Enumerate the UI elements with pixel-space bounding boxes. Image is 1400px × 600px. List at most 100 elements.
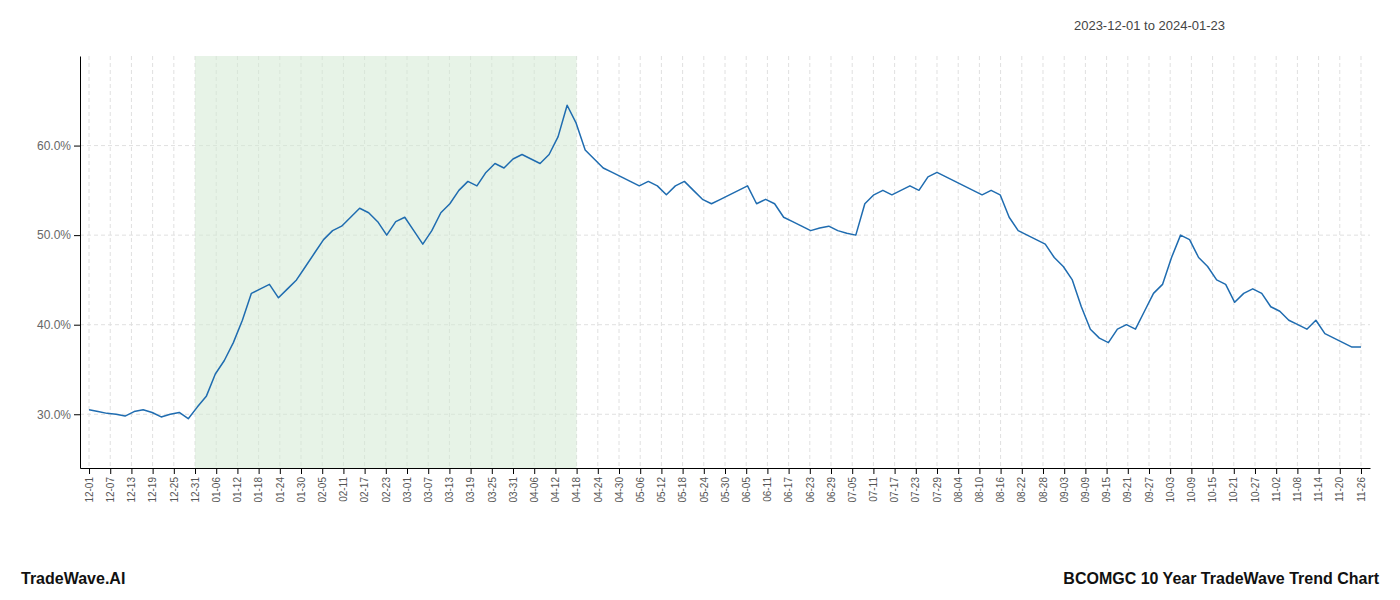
x-tick: 09-15 [1101,468,1112,503]
marks [89,56,1361,468]
x-tick-label: 11-14 [1313,477,1324,502]
x-tick-mark [280,468,281,474]
x-tick: 06-23 [804,468,815,503]
y-tick: 40.0% [37,318,80,332]
grid-line-x [110,56,111,468]
grid-line-x [767,56,768,468]
x-tick: 04-06 [529,468,540,503]
x-tick-mark [534,468,535,474]
x-tick-label: 01-06 [211,477,222,503]
grid-line-x [1339,56,1340,468]
title: BCOMGC 10 Year TradeWave Trend Chart [1063,570,1379,587]
y-tick-mark [74,146,80,147]
x-tick-mark [1191,468,1192,474]
grid-line-x [1212,56,1213,468]
x-axis: 12-0112-0712-1312-1912-2512-3101-0601-12… [81,468,1371,503]
grid-line-x [1360,56,1361,468]
x-tick-label: 07-29 [932,477,943,503]
x-tick-mark [704,468,705,474]
x-tick: 07-17 [889,468,900,503]
x-tick-mark [386,468,387,474]
chart: 12-0112-0712-1312-1912-2512-3101-0601-12… [0,0,1400,600]
y-tick-label: 60.0% [37,139,71,153]
x-tick-mark [619,468,620,474]
x-tick: 01-18 [253,468,264,503]
x-tick-label: 07-17 [889,477,900,503]
x-tick-label: 06-29 [826,477,837,503]
x-tick: 01-06 [211,468,222,503]
x-tick-mark [683,468,684,474]
grid-line-x [619,56,620,468]
x-tick-label: 03-31 [508,477,519,503]
x-tick-label: 05-06 [635,477,646,503]
x-tick-label: 04-12 [550,477,561,503]
x-tick-label: 07-23 [910,477,921,503]
x-tick-mark [1085,468,1086,474]
x-tick-mark [237,468,238,474]
y-tick-mark [74,414,80,415]
x-tick-mark [428,468,429,474]
x-tick: 03-31 [508,468,519,503]
x-tick-mark [322,468,323,474]
x-tick: 05-06 [635,468,646,503]
x-tick: 05-18 [677,468,688,503]
annotation: TradeWave.AI [21,570,125,587]
x-tick-label: 11-20 [1334,477,1345,502]
x-tick: 07-05 [847,468,858,503]
x-tick: 08-16 [995,468,1006,503]
x-tick-mark [301,468,302,474]
x-tick-label: 04-06 [529,477,540,503]
x-tick-label: 05-24 [699,477,710,503]
x-tick: 12-13 [126,468,137,503]
x-tick: 10-03 [1165,468,1176,503]
x-tick-mark [916,468,917,474]
x-tick: 03-19 [465,468,476,503]
x-tick-mark [789,468,790,474]
x-tick-label: 09-15 [1101,477,1112,503]
x-tick-label: 06-11 [762,477,773,502]
y-tick-mark [74,235,80,236]
y-tick-label: 30.0% [37,408,71,422]
x-tick: 05-24 [699,468,710,503]
grid-line-x [682,56,683,468]
x-tick: 12-19 [147,468,158,503]
x-tick: 04-18 [571,468,582,503]
x-tick-label: 11-26 [1356,477,1367,502]
x-tick-label: 11-08 [1292,477,1303,502]
grid-line-x [1254,56,1255,468]
x-tick-label: 12-13 [126,477,137,503]
grid-line-x [1276,56,1277,468]
grid-line-x [936,56,937,468]
x-tick-label: 01-24 [275,477,286,503]
x-tick-label: 08-10 [974,477,985,503]
x-tick: 11-20 [1334,468,1345,502]
x-tick: 06-05 [741,468,752,503]
x-tick-mark [1128,468,1129,474]
grid-line-x [152,56,153,468]
x-tick: 12-31 [190,468,201,503]
x-tick-mark [471,468,472,474]
grid-line-x [958,56,959,468]
x-tick-mark [598,468,599,474]
x-tick: 06-17 [783,468,794,503]
x-tick-mark [259,468,260,474]
grid-line-x [746,56,747,468]
x-tick: 03-01 [402,468,413,503]
grid-line-x [725,56,726,468]
x-tick-label: 12-31 [190,477,201,503]
x-tick-label: 02-05 [317,477,328,503]
grid-line-x [703,56,704,468]
x-tick: 02-05 [317,468,328,503]
x-tick-mark [1001,468,1002,474]
x-tick-label: 10-27 [1250,477,1261,503]
x-tick: 07-23 [910,468,921,503]
x-tick-label: 10-03 [1165,477,1176,503]
grid-line-x [915,56,916,468]
grid-line-x [1106,56,1107,468]
grid-line-x [788,56,789,468]
x-tick-mark [1297,468,1298,474]
x-tick-mark [89,468,90,474]
grid-line-x [1127,56,1128,468]
x-tick-label: 02-11 [338,477,349,502]
x-tick-mark [1043,468,1044,474]
